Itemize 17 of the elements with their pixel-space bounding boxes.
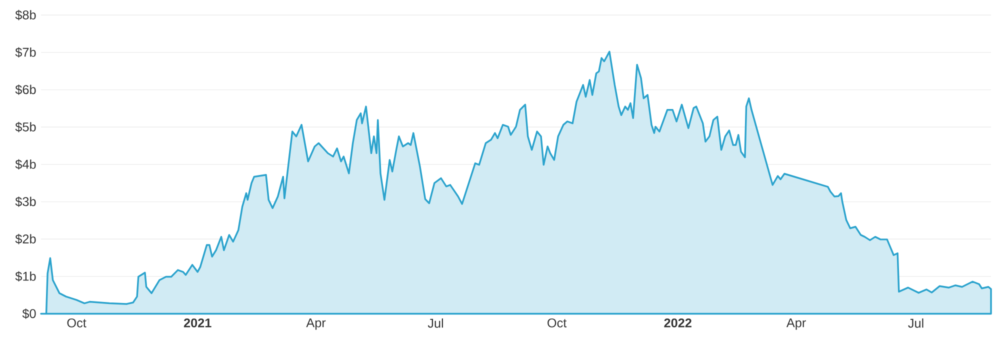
x-tick-label: Jul xyxy=(428,318,443,328)
y-tick-label: $7b xyxy=(15,47,36,58)
y-tick-label: $4b xyxy=(15,159,36,170)
x-tick-label: Apr xyxy=(786,318,806,330)
x-tick-label: 2021 xyxy=(184,318,212,328)
y-tick-label: $0 xyxy=(22,308,36,319)
x-tick-label: Apr xyxy=(306,318,326,330)
y-tick-label: $3b xyxy=(15,196,36,207)
y-tick-label: $6b xyxy=(15,84,36,95)
y-tick-label: $5b xyxy=(15,122,36,132)
x-tick-label: Jul xyxy=(908,318,924,328)
y-tick-label: $2b xyxy=(15,234,36,244)
x-tick-label: Oct xyxy=(67,318,86,328)
y-tick-label: $1b xyxy=(15,271,36,282)
x-tick-label: 2022 xyxy=(664,318,692,328)
y-tick-label: $8b xyxy=(15,10,36,20)
x-tick-label: Oct xyxy=(548,318,567,328)
